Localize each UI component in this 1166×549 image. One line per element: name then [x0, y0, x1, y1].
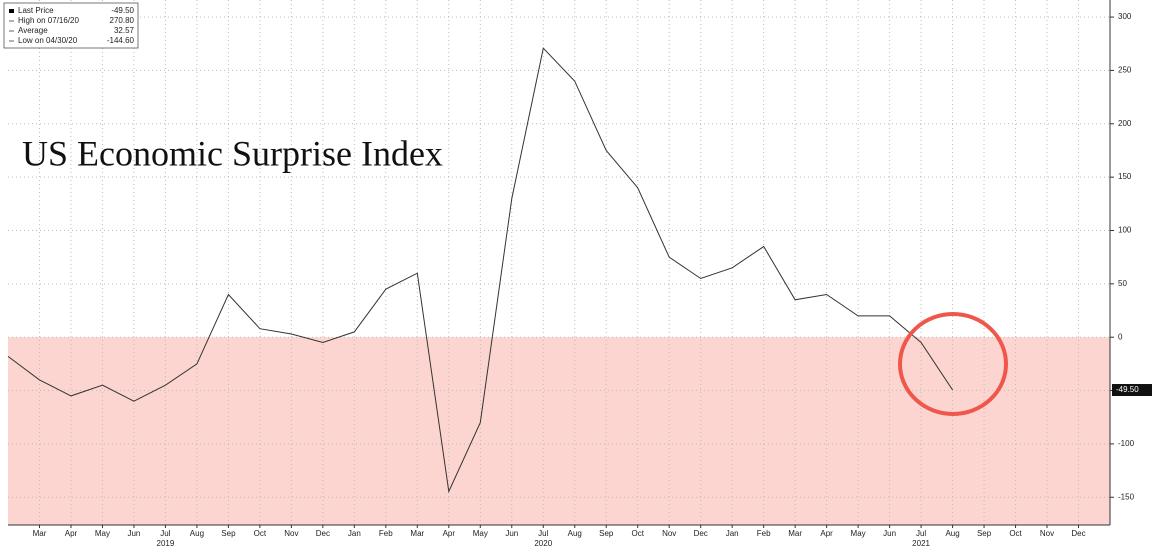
y-tick-label: 250	[1118, 66, 1132, 75]
x-tick-label: Jun	[505, 529, 518, 538]
x-tick-label: Nov	[284, 529, 298, 538]
x-tick-label: Jan	[348, 529, 361, 538]
y-tick-label: 300	[1118, 12, 1132, 21]
x-tick-label: May	[95, 529, 110, 538]
y-tick-label: 200	[1118, 119, 1132, 128]
legend-value: -49.50	[111, 6, 134, 15]
x-tick-label: Jun	[127, 529, 140, 538]
x-tick-label: Mar	[410, 529, 424, 538]
x-tick-label: Jun	[883, 529, 896, 538]
x-tick-label: May	[851, 529, 866, 538]
x-tick-label: Oct	[1009, 529, 1022, 538]
x-tick-label: Oct	[631, 529, 644, 538]
x-tick-label: Apr	[65, 529, 78, 538]
x-tick-label: Sep	[221, 529, 236, 538]
y-tick-label: -100	[1118, 439, 1135, 448]
x-tick-label: Aug	[190, 529, 204, 538]
legend: Last Price -49.50 High on 07/16/20 270.80 Av…	[3, 2, 139, 49]
year-label: 2019	[157, 539, 175, 548]
x-tick-label: Mar	[788, 529, 802, 538]
highlight-circle	[898, 312, 1008, 416]
x-tick-label: Aug	[568, 529, 582, 538]
y-tick-label: 0	[1118, 332, 1123, 341]
x-tick-label: Sep	[599, 529, 614, 538]
legend-box	[3, 2, 139, 49]
y-tick-label: 50	[1118, 279, 1127, 288]
chart-title: US Economic Surprise Index	[22, 133, 443, 173]
x-tick-label: Jul	[916, 529, 926, 538]
x-tick-label: Feb	[757, 529, 771, 538]
negative-shade	[8, 337, 1110, 525]
legend-label: Average	[18, 26, 48, 35]
legend-value: -144.60	[107, 36, 135, 45]
x-tick-label: Nov	[662, 529, 676, 538]
x-tick-label: Jan	[726, 529, 739, 538]
x-tick-label: Oct	[254, 529, 267, 538]
year-label: 2020	[534, 539, 552, 548]
x-tick-label: Dec	[694, 529, 708, 538]
x-tick-label: Apr	[820, 529, 833, 538]
x-tick-label: Feb	[379, 529, 393, 538]
x-tick-label: Dec	[316, 529, 330, 538]
x-tick-label: Mar	[33, 529, 47, 538]
x-tick-label: Sep	[977, 529, 992, 538]
y-tick-label: -150	[1118, 492, 1135, 501]
x-tick-label: Apr	[443, 529, 456, 538]
series-line	[7, 47, 954, 494]
y-tick-label: 150	[1118, 172, 1132, 181]
x-tick-label: Jul	[160, 529, 170, 538]
x-tick-label: Aug	[945, 529, 959, 538]
legend-value: 270.80	[110, 16, 135, 25]
x-tick-label: Dec	[1071, 529, 1085, 538]
y-tick-label: 100	[1118, 226, 1132, 235]
x-tick-label: Nov	[1040, 529, 1054, 538]
legend-value: 32.57	[114, 26, 135, 35]
legend-label: Last Price	[18, 6, 54, 15]
legend-label: Low on 04/30/20	[18, 36, 78, 45]
x-tick-label: May	[473, 529, 488, 538]
legend-label: High on 07/16/20	[18, 16, 79, 25]
last-value-label: -49.50	[1116, 385, 1139, 394]
year-label: 2021	[912, 539, 930, 548]
x-tick-label: Jul	[538, 529, 548, 538]
last-value-tag	[1112, 384, 1152, 397]
